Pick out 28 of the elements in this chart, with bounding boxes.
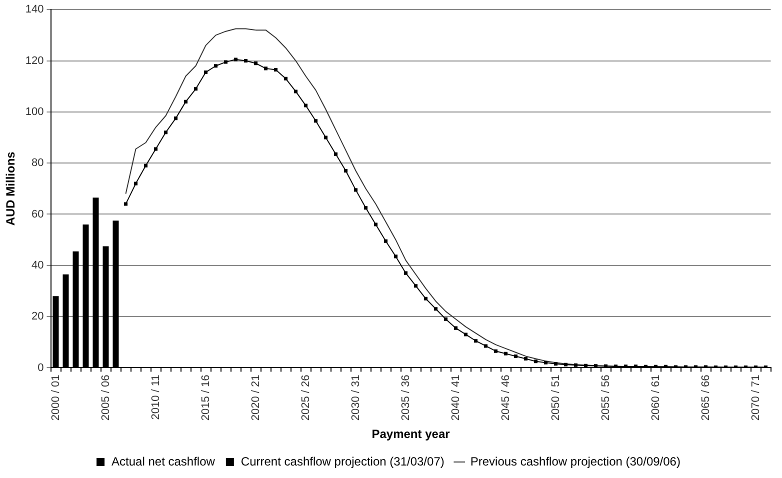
x-axis-title: Payment year — [372, 427, 450, 442]
y-tick-label: 100 — [25, 106, 44, 118]
x-tick-label: 2015 / 16 — [200, 374, 212, 421]
x-tick-label: 2025 / 26 — [300, 374, 312, 421]
x-tick-label: 2020 / 21 — [250, 374, 262, 421]
x-tick-label: 2060 / 61 — [650, 374, 662, 421]
x-tick-label: 2040 / 41 — [450, 374, 462, 421]
y-tick-label: 20 — [32, 310, 44, 323]
x-tick-label: 2010 / 11 — [150, 374, 162, 420]
y-tick-label: 40 — [32, 259, 44, 272]
x-tick-label: 2070 / 71 — [750, 374, 762, 421]
legend-label: Current cashflow projection (31/03/07) — [240, 454, 444, 468]
y-tick-label: 140 — [25, 4, 44, 16]
y-tick-label: 80 — [32, 157, 44, 170]
x-tick-label: 2050 / 51 — [550, 374, 562, 421]
x-tick-label: 2065 / 66 — [700, 374, 712, 421]
legend-label: Previous cashflow projection (30/09/06) — [470, 454, 680, 468]
x-tick-label: 2000 / 01 — [50, 374, 62, 421]
x-tick-label: 2005 / 06 — [100, 374, 112, 421]
x-tick-label: 2045 / 46 — [500, 374, 512, 421]
x-tick-label: 2030 / 31 — [350, 374, 362, 421]
y-tick-label: 0 — [38, 362, 44, 374]
x-tick-label: 2035 / 36 — [400, 374, 412, 421]
y-tick-label: 60 — [32, 208, 44, 220]
y-tick-label: 120 — [25, 54, 44, 67]
x-tick-label: 2055 / 56 — [600, 374, 612, 421]
y-axis-title: AUD Millions — [4, 151, 18, 226]
legend-label: Actual net cashflow — [112, 454, 216, 468]
